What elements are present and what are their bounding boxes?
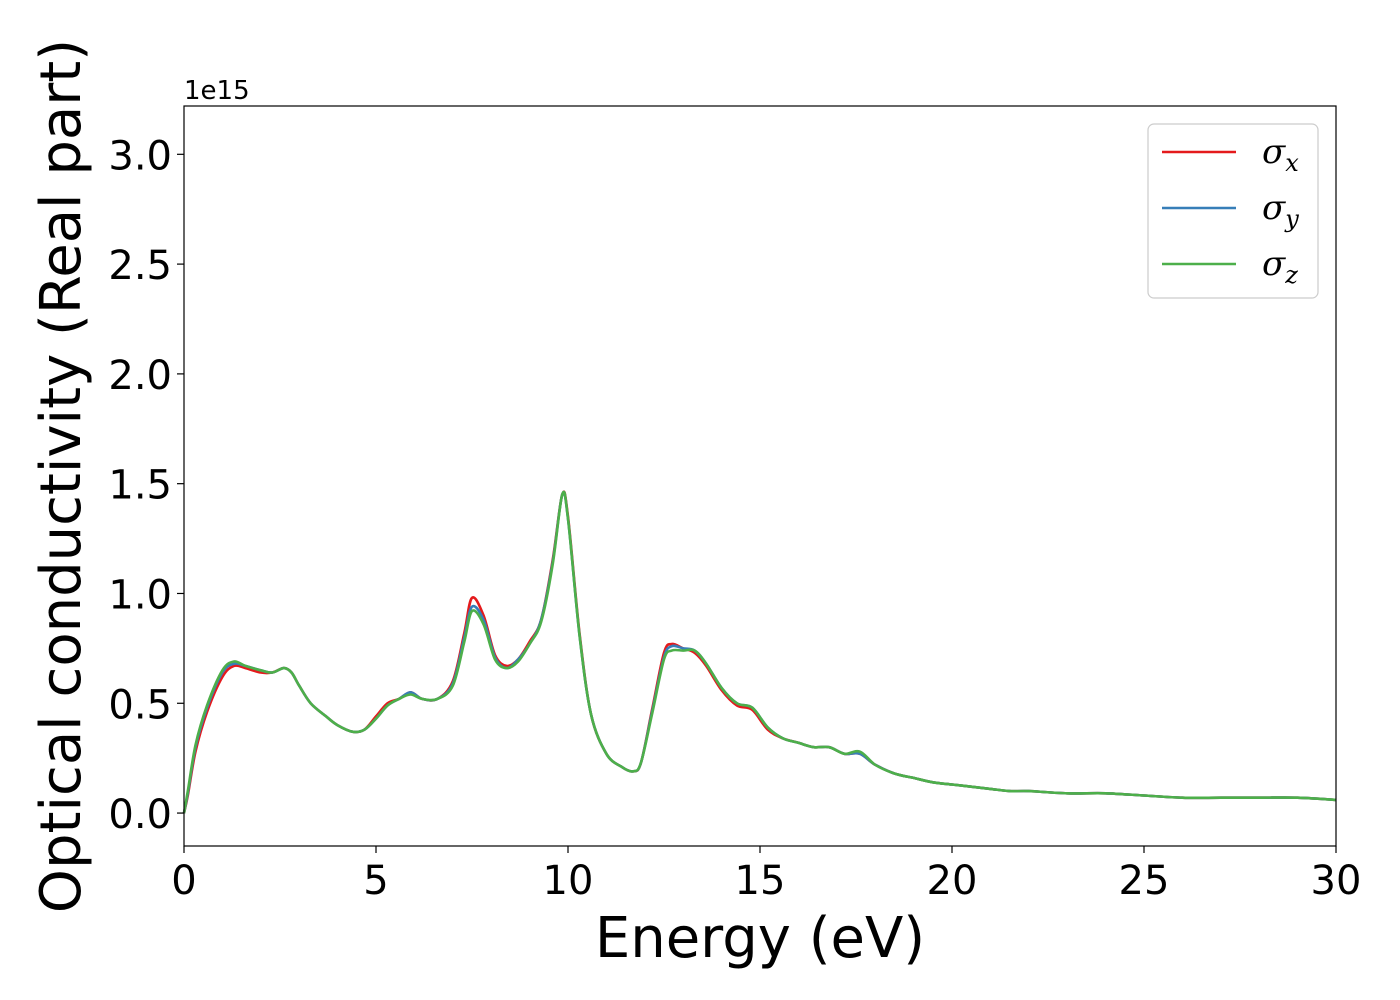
legend-label-z: σz (1262, 244, 1298, 289)
ticks-layer: 0 5 10 15 20 25 30 0.0 0.5 1.0 1.5 2.0 2.5 3.0 (108, 133, 1361, 904)
legend-label-x: σx (1262, 132, 1299, 177)
series-layer (182, 490, 1337, 814)
y-tick-label: 3.0 (108, 133, 172, 179)
x-tick-label: 15 (735, 858, 786, 904)
y-tick-label: 1.0 (108, 572, 172, 618)
x-tick-label: 25 (1119, 858, 1170, 904)
x-tick-label: 30 (1311, 858, 1362, 904)
y-tick-label: 2.5 (108, 243, 172, 289)
legend-box (1147, 123, 1319, 299)
x-axis-title: Energy (eV) (595, 906, 925, 971)
y-tick-label: 0.0 (108, 792, 172, 838)
y-tick-label: 1.5 (108, 463, 172, 509)
x-tick-label: 0 (171, 858, 196, 904)
series-line-y (182, 490, 1337, 814)
y-offset-label: 1e15 (184, 76, 250, 106)
x-tick-label: 5 (363, 858, 388, 904)
legend-label-y: σy (1262, 188, 1299, 233)
y-tick-label: 2.0 (108, 353, 172, 399)
y-tick-label: 0.5 (108, 682, 172, 728)
x-tick-label: 20 (927, 858, 978, 904)
x-tick-label: 10 (543, 858, 594, 904)
y-axis-title: Optical conductivity (Real part) (29, 39, 94, 913)
series-line-x (182, 490, 1337, 814)
legend: σx σy σz (1147, 123, 1319, 299)
series-line-z (182, 490, 1337, 814)
